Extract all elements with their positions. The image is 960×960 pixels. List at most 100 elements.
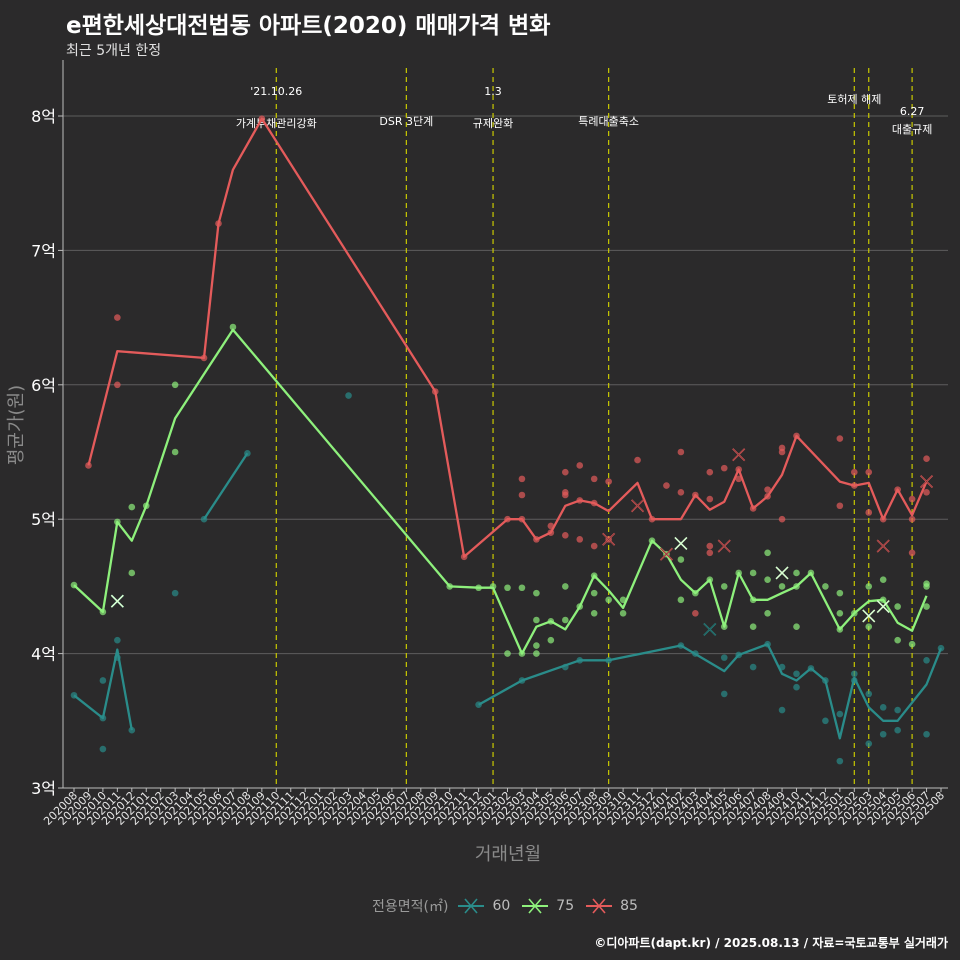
data-point bbox=[562, 532, 569, 539]
y-tick-label: 6억 bbox=[31, 376, 56, 395]
data-point bbox=[114, 381, 121, 389]
legend-key-60-icon bbox=[458, 898, 485, 914]
data-point bbox=[114, 314, 121, 321]
data-point bbox=[836, 435, 844, 442]
data-point bbox=[663, 482, 670, 489]
data-point bbox=[706, 542, 714, 550]
data-point bbox=[128, 569, 136, 577]
event-label: 가계부채관리강화 bbox=[236, 117, 317, 130]
data-point bbox=[171, 381, 179, 389]
data-point bbox=[923, 580, 930, 588]
data-point bbox=[851, 468, 858, 476]
data-point bbox=[605, 596, 612, 604]
data-point bbox=[677, 448, 685, 456]
source-caption: ©디아파트(dapt.kr) / 2025.08.13 / 자료=국토교통부 실… bbox=[594, 936, 948, 950]
legend-item-60: 60 bbox=[456, 896, 510, 916]
cancelled-marker-shade bbox=[602, 533, 615, 546]
series-line bbox=[478, 643, 943, 740]
data-point bbox=[171, 448, 179, 456]
data-point bbox=[533, 616, 540, 624]
data-point bbox=[171, 589, 179, 597]
series-line bbox=[87, 117, 928, 558]
data-point bbox=[822, 583, 829, 590]
data-point bbox=[851, 670, 858, 678]
data-point bbox=[590, 609, 598, 617]
data-point bbox=[562, 616, 569, 624]
data-point bbox=[128, 503, 136, 511]
data-point bbox=[533, 650, 540, 657]
cancelled-marker-shade bbox=[660, 547, 673, 561]
cancelled-marker bbox=[110, 594, 124, 608]
data-point bbox=[865, 468, 873, 476]
chart-title: e편한세상대전법동 아파트(2020) 매매가격 변화 bbox=[66, 13, 551, 39]
data-point bbox=[619, 609, 627, 617]
data-point bbox=[85, 462, 92, 469]
cancelled-marker-shade bbox=[920, 475, 933, 488]
data-point bbox=[720, 690, 728, 698]
event-label: '21.10.26 bbox=[250, 85, 302, 98]
data-point bbox=[634, 456, 641, 464]
data-point bbox=[720, 583, 728, 590]
data-point bbox=[923, 730, 930, 738]
data-point bbox=[793, 569, 800, 577]
data-point bbox=[923, 657, 930, 664]
event-label: 1.3 bbox=[484, 85, 502, 98]
data-point bbox=[547, 636, 555, 644]
data-point bbox=[677, 556, 685, 563]
data-point bbox=[706, 495, 714, 503]
data-point bbox=[879, 576, 887, 583]
data-point bbox=[865, 690, 873, 698]
cancelled-marker bbox=[876, 599, 890, 614]
cancelled-marker bbox=[674, 536, 688, 550]
event-label: 토허제 해제 bbox=[827, 92, 881, 106]
data-point bbox=[836, 710, 844, 718]
legend-label-85: 85 bbox=[620, 898, 638, 914]
legend-key-85-icon bbox=[586, 898, 613, 914]
event-label: 6.27 bbox=[900, 105, 925, 118]
legend-key-cross bbox=[528, 898, 542, 914]
legend-key-cross bbox=[464, 898, 479, 914]
data-point bbox=[706, 468, 714, 476]
y-tick-label: 3억 bbox=[31, 779, 56, 798]
data-point bbox=[923, 603, 930, 610]
y-tick-label: 8억 bbox=[31, 107, 56, 126]
cancelled-marker-shade bbox=[718, 539, 731, 553]
data-point bbox=[865, 509, 873, 516]
data-point bbox=[865, 740, 873, 747]
data-point bbox=[894, 636, 901, 644]
data-point bbox=[99, 677, 107, 684]
data-point bbox=[923, 455, 930, 463]
data-point bbox=[99, 745, 107, 753]
data-point bbox=[677, 596, 685, 604]
legend-key-cross bbox=[592, 898, 606, 914]
data-point bbox=[764, 549, 771, 557]
data-point bbox=[879, 704, 887, 711]
data-point bbox=[229, 323, 237, 331]
event-label: 대출규제 bbox=[892, 123, 932, 136]
data-point bbox=[590, 589, 598, 597]
data-point bbox=[923, 489, 930, 496]
data-point bbox=[562, 583, 569, 590]
data-point bbox=[114, 636, 121, 644]
y-axis-title: 평균가(원) bbox=[6, 385, 27, 465]
data-point bbox=[692, 609, 699, 617]
data-point bbox=[894, 726, 901, 734]
legend-key-75-icon bbox=[522, 898, 549, 914]
data-point bbox=[865, 623, 873, 631]
data-point bbox=[533, 589, 540, 597]
cancelled-marker bbox=[775, 566, 789, 580]
data-point bbox=[576, 462, 584, 469]
y-tick-label: 7억 bbox=[31, 241, 56, 260]
data-point bbox=[836, 757, 844, 765]
data-point bbox=[764, 576, 771, 583]
data-point bbox=[836, 589, 844, 597]
data-point bbox=[865, 583, 873, 590]
series-75 bbox=[70, 323, 930, 657]
data-point bbox=[908, 495, 916, 503]
data-point bbox=[778, 444, 786, 452]
cancelled-marker-shade bbox=[703, 623, 717, 636]
data-point bbox=[562, 468, 569, 476]
y-tick-label: 4억 bbox=[31, 645, 56, 664]
data-point bbox=[533, 642, 540, 649]
